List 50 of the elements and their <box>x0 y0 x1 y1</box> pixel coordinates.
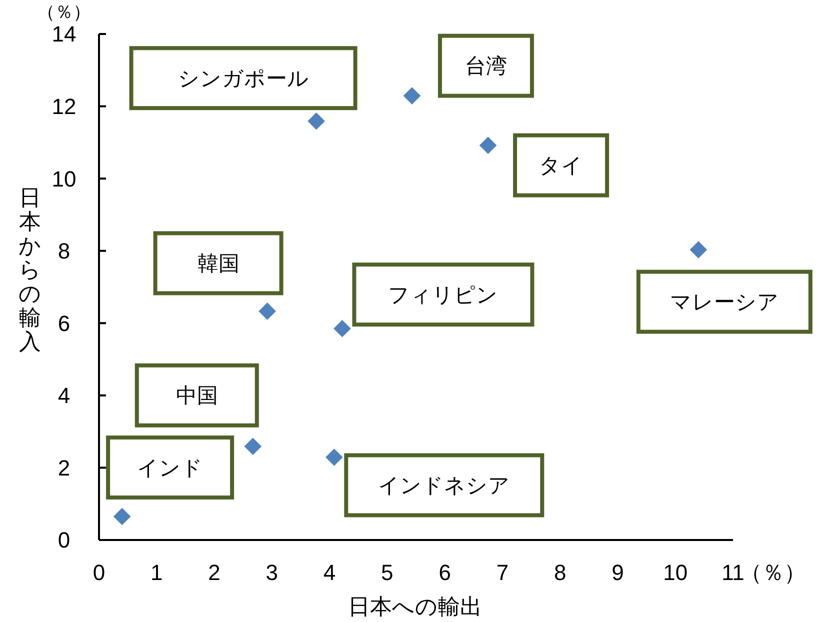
point <box>113 508 131 526</box>
point <box>403 87 421 104</box>
annotation: マレーシア <box>670 291 779 314</box>
x-tick-label: 11 <box>722 560 744 585</box>
annotation: 台湾 <box>464 55 507 78</box>
text-box: 中国 <box>134 363 259 428</box>
x-tick-label: 9 <box>612 560 624 585</box>
point <box>308 112 325 130</box>
y-tick-label: 14 <box>52 22 76 47</box>
annotation: インド <box>137 456 204 480</box>
point <box>258 302 276 320</box>
point <box>334 320 351 338</box>
text-box: タイ <box>513 133 610 198</box>
x-tick-label: 4 <box>323 560 336 585</box>
annotation: フィリピン <box>388 284 498 307</box>
y-tick-label: 2 <box>58 455 70 480</box>
text-box: インドネシア <box>344 453 544 518</box>
point <box>479 136 497 154</box>
y-tick-label: 8 <box>58 238 70 264</box>
x-tick-label: 1 <box>150 560 163 585</box>
x-tick-label: 3 <box>266 560 278 585</box>
x-tick-label: 6 <box>438 560 451 585</box>
y-tick-label: 12 <box>52 94 76 119</box>
annotation: インドネシア <box>378 474 510 498</box>
y-tick-label: 4 <box>58 383 70 408</box>
annotation: タイ <box>539 154 584 178</box>
annotation: 韓国 <box>197 252 240 276</box>
x-tick-label: 8 <box>554 560 566 585</box>
x-tick-label: 0 <box>92 560 106 585</box>
annotation: シンガポール <box>178 67 309 90</box>
annotation: 中国 <box>176 384 218 408</box>
text-box: インド <box>106 436 234 500</box>
text: （％） <box>37 2 91 22</box>
x-tick-label: 5 <box>381 560 394 585</box>
x-tick-label: 7 <box>496 560 509 585</box>
text-box: 韓国 <box>153 231 284 296</box>
text-box: フィリピン <box>352 262 534 327</box>
text-box: 台湾 <box>438 34 534 98</box>
x-axis-title: 日本への輸出 <box>348 594 482 619</box>
y-tick-label: 0 <box>58 528 70 553</box>
x-tick-label: 10 <box>663 560 688 585</box>
y-tick-label: 10 <box>52 166 76 192</box>
y-tick-label: 6 <box>58 310 70 336</box>
text-box: シンガポール <box>129 46 358 110</box>
point <box>325 448 343 466</box>
point <box>690 241 708 258</box>
point <box>244 438 262 456</box>
x-tick-label: 2 <box>208 560 220 585</box>
text-box: マレーシア <box>636 270 812 334</box>
y-axis-title: 日本からの輸入 <box>18 185 42 354</box>
